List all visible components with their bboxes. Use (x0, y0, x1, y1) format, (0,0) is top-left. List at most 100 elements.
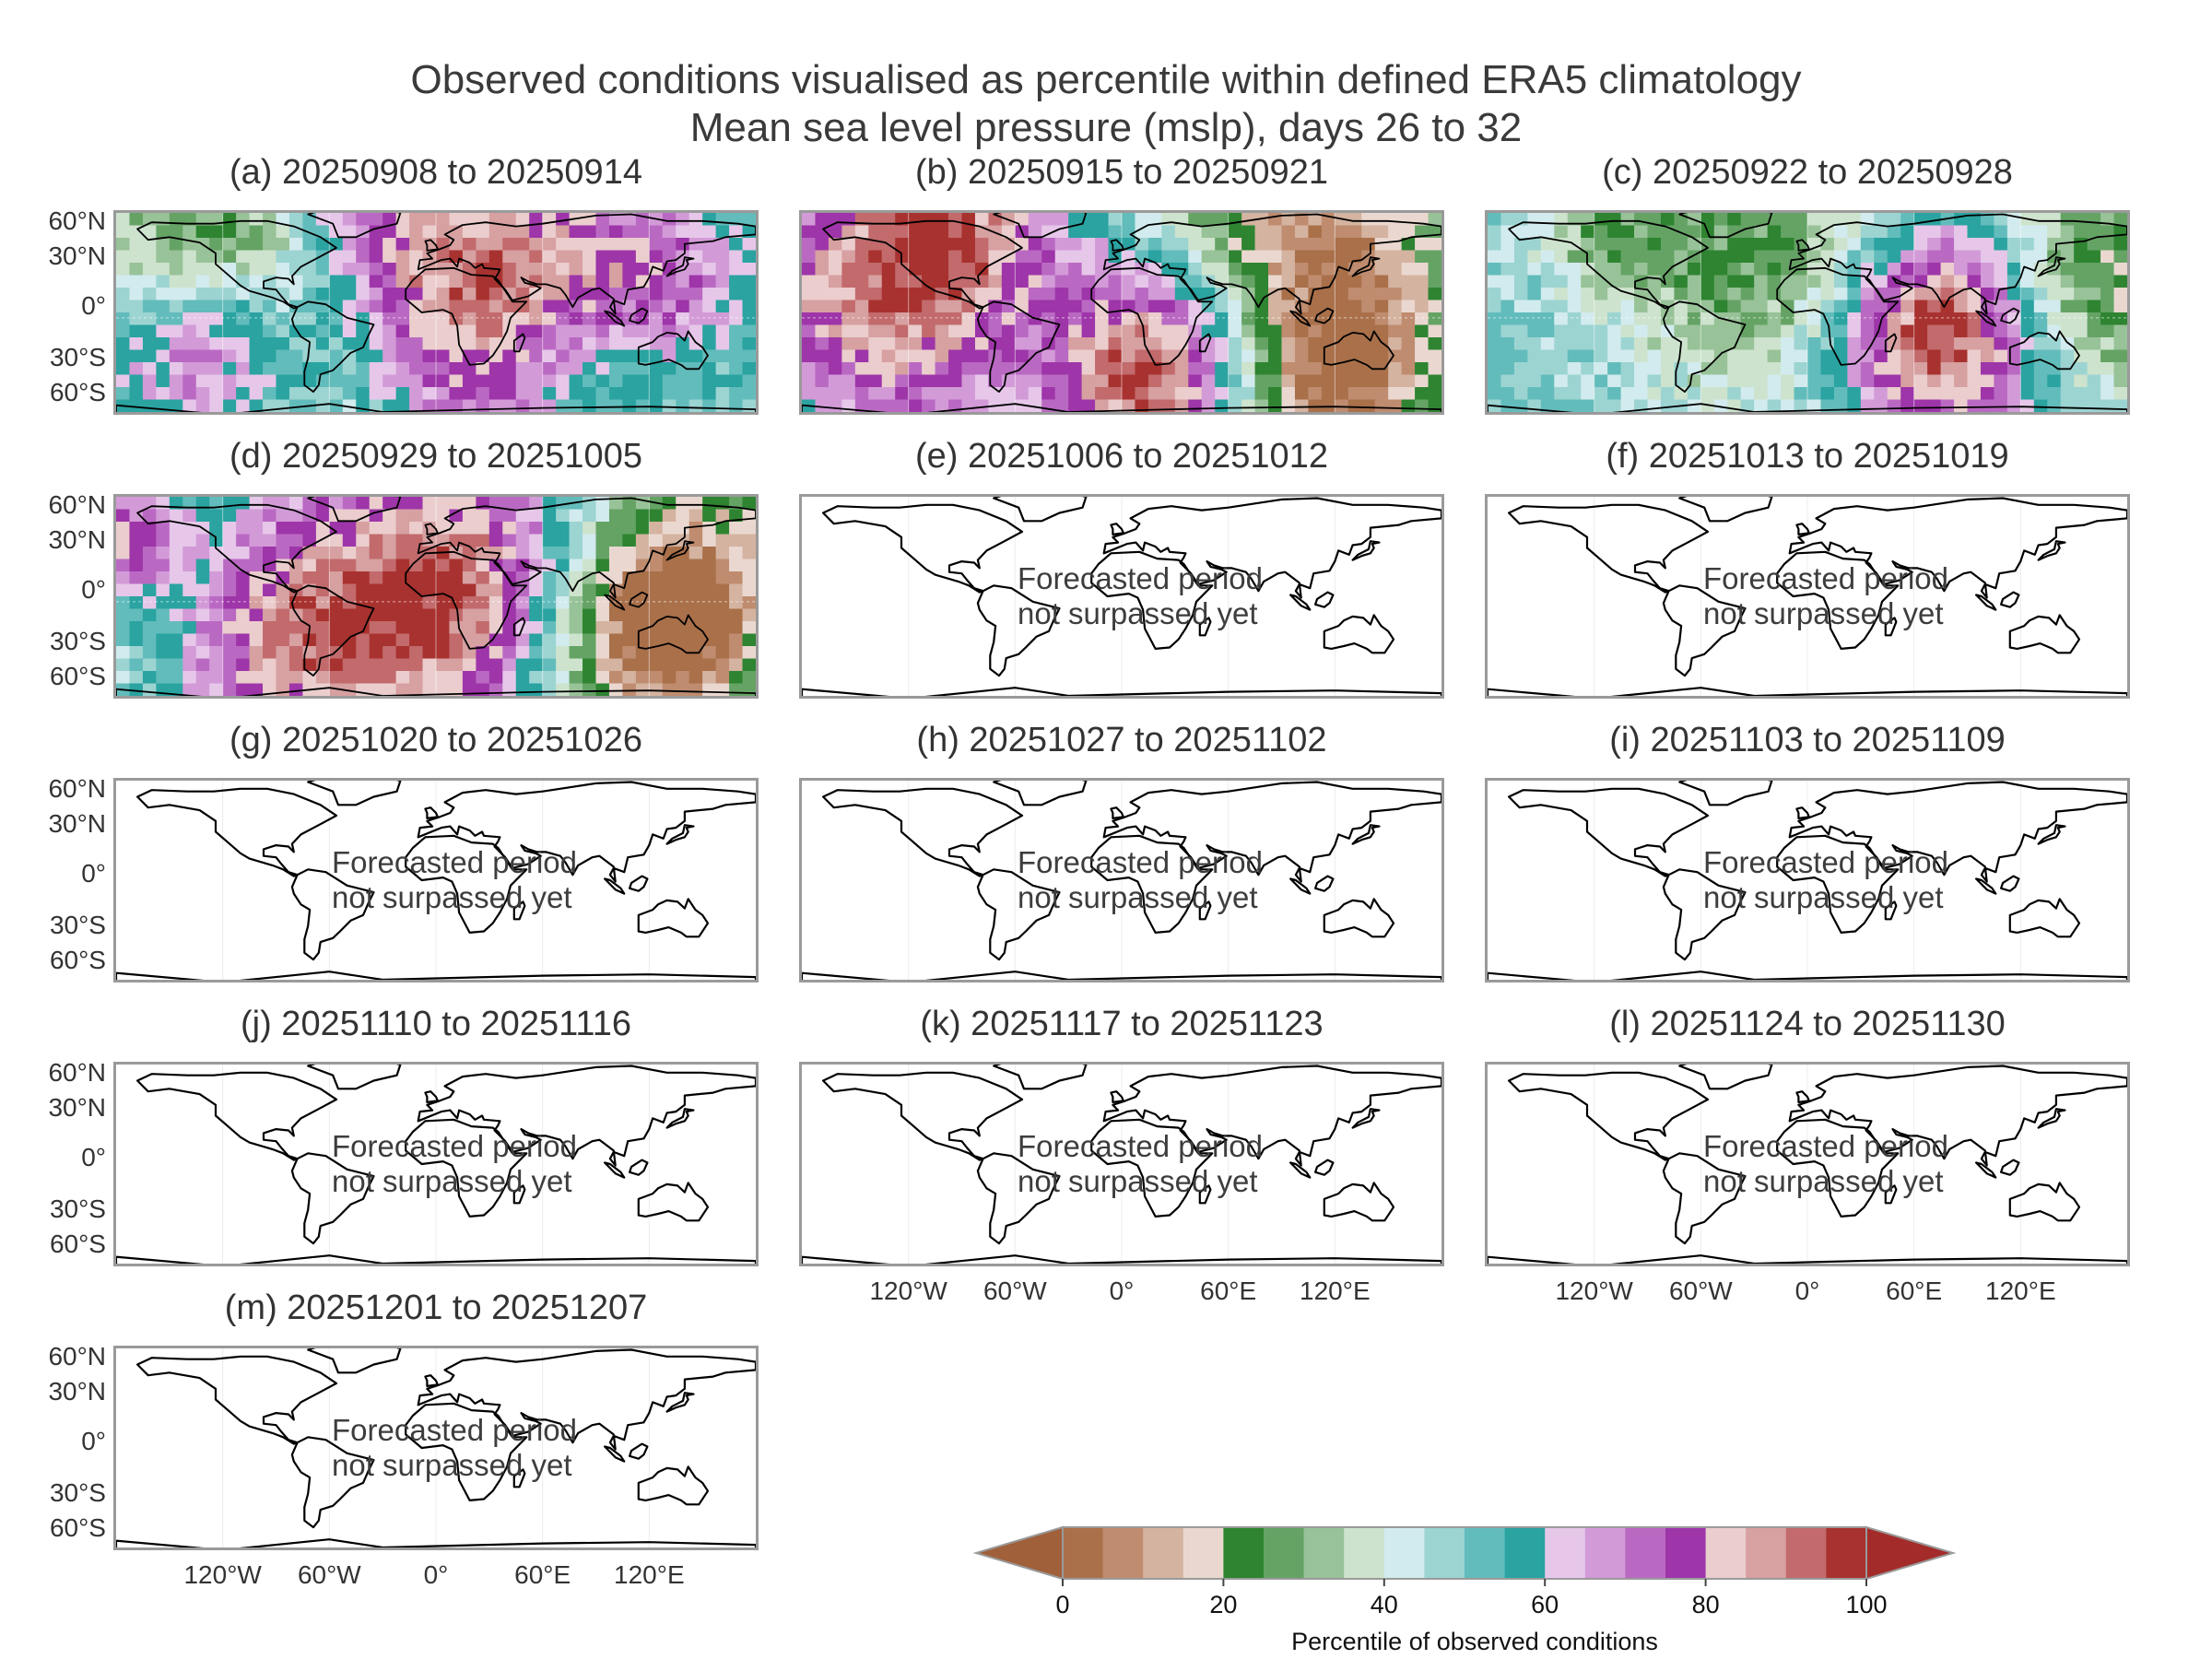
field-cell (1321, 275, 1335, 288)
forecast-notice: Forecasted period not surpassed yet (981, 845, 1263, 915)
field-cell (222, 621, 237, 635)
map-panel: Forecasted period not surpassed yet (799, 494, 1444, 699)
forecast-overlay: Forecasted period not surpassed yet (802, 497, 1441, 696)
coastline (116, 687, 756, 696)
field-cell (1820, 399, 1835, 412)
field-cell (815, 399, 830, 412)
field-cell (1488, 374, 1502, 388)
field-cell (868, 288, 883, 301)
field-cell (409, 509, 424, 523)
coastline (1884, 617, 1898, 637)
field-cell (715, 387, 730, 401)
field-cell (342, 399, 357, 412)
field-cell (608, 275, 624, 288)
field-cell (129, 583, 144, 597)
field-cell (1540, 374, 1555, 388)
field-cell (742, 621, 756, 635)
field-cell (369, 522, 383, 535)
field-cell (1268, 225, 1283, 239)
field-cell (462, 658, 477, 672)
panel-title: (e) 20251006 to 20251012 (915, 437, 1328, 476)
field-cell (529, 596, 544, 610)
field-cell (569, 596, 583, 610)
field-cell (249, 671, 264, 685)
field-cell (1660, 399, 1676, 412)
field-cell (1927, 225, 1942, 239)
field-cell (449, 324, 464, 338)
field-cell (182, 300, 197, 313)
field-cell (715, 275, 730, 288)
coastline (1788, 213, 2127, 315)
field-cell (182, 583, 197, 597)
field-cell (815, 263, 830, 276)
field-cell (1488, 362, 1502, 376)
field-cell (1794, 362, 1808, 376)
field-cell (142, 671, 157, 685)
field-cell (742, 646, 756, 660)
field-cell (1754, 275, 1769, 288)
field-cell (688, 238, 703, 252)
field-cell (1647, 337, 1662, 351)
field-cell (895, 288, 910, 301)
field-cell (542, 374, 557, 388)
field-cell (1674, 312, 1688, 326)
field-cell (1488, 387, 1502, 401)
field-cell (142, 263, 157, 276)
field-cell (1607, 337, 1622, 351)
field-cell (276, 683, 290, 696)
field-cell (236, 374, 251, 388)
coastline (822, 503, 1024, 594)
field-cell (1347, 213, 1362, 227)
field-cell (974, 288, 990, 301)
field-cell (649, 534, 664, 547)
field-cell (356, 275, 371, 288)
field-cell (342, 349, 357, 363)
coastline (136, 503, 337, 594)
field-cell (922, 288, 936, 301)
field-cell (1308, 275, 1323, 288)
field-cell (1540, 324, 1555, 338)
coastline (1289, 310, 1312, 327)
field-cell (688, 621, 703, 635)
field-cell (2006, 238, 2021, 252)
world-map (802, 213, 1441, 412)
field-cell (815, 324, 830, 338)
field-cell (582, 250, 597, 264)
field-cell (1388, 337, 1403, 351)
field-cell (1967, 374, 1982, 388)
field-cell (2047, 387, 2062, 401)
field-cell (1401, 387, 1416, 401)
colorbar-segment (1545, 1527, 1586, 1579)
field-cell (315, 633, 330, 647)
field-cell (582, 263, 597, 276)
field-cell (622, 387, 637, 401)
field-cell (1607, 250, 1622, 264)
field-cell (2060, 324, 2075, 338)
field-cell (302, 312, 317, 326)
field-cell (1374, 275, 1389, 288)
field-cell (715, 571, 730, 585)
field-cell (1488, 238, 1502, 252)
field-cell (935, 399, 949, 412)
field-cell (1900, 312, 1915, 326)
coastline (136, 219, 337, 310)
field-cell (422, 559, 437, 572)
field-cell (595, 238, 610, 252)
field-cell (1887, 263, 1901, 276)
field-cell (1620, 213, 1635, 227)
coastline (424, 523, 439, 535)
field-cell (556, 683, 571, 696)
field-cell (263, 225, 277, 239)
field-cell (1781, 288, 1795, 301)
field-cell (288, 337, 304, 351)
field-cell (249, 213, 264, 227)
field-cell (556, 324, 571, 338)
field-cell (1913, 250, 1928, 264)
field-cell (1308, 337, 1323, 351)
field-cell (729, 250, 744, 264)
field-cell (1081, 349, 1096, 363)
field-cell (1994, 387, 2008, 401)
field-cell (1500, 312, 1515, 326)
field-cell (1607, 263, 1622, 276)
field-cell (948, 213, 963, 227)
